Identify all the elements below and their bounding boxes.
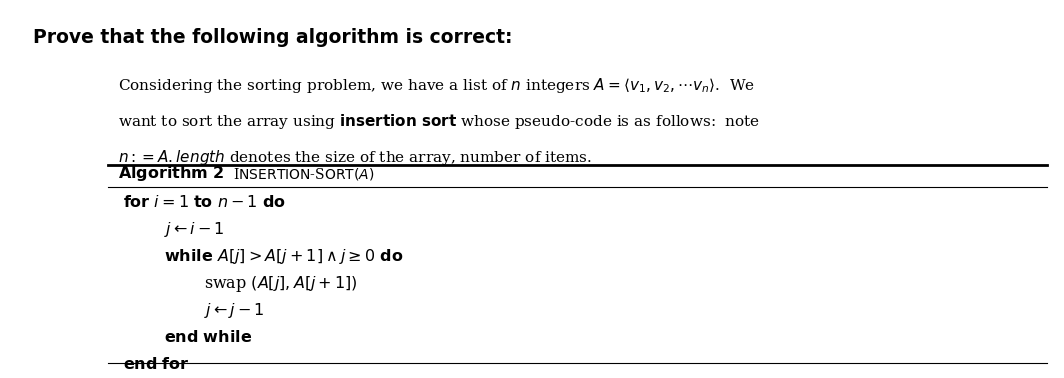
Text: Considering the sorting problem, we have a list of $n$ integers $A = \langle v_1: Considering the sorting problem, we have…: [118, 76, 755, 95]
Text: $\mathbf{while}$ $A[j] > A[j+1] \wedge j \geq 0$ $\mathbf{do}$: $\mathbf{while}$ $A[j] > A[j+1] \wedge j…: [164, 248, 403, 266]
Text: swap $(A[j], A[j+1])$: swap $(A[j], A[j+1])$: [204, 274, 358, 294]
Text: $\mathbf{Algorithm\ 2}$: $\mathbf{Algorithm\ 2}$: [118, 164, 225, 183]
Text: Prove that the following algorithm is correct:: Prove that the following algorithm is co…: [33, 28, 513, 46]
Text: $j \leftarrow i - 1$: $j \leftarrow i - 1$: [164, 220, 225, 239]
Text: want to sort the array using $\mathbf{insertion\ sort}$ whose pseudo-code is as : want to sort the array using $\mathbf{in…: [118, 112, 761, 131]
Text: $j \leftarrow j - 1$: $j \leftarrow j - 1$: [204, 301, 265, 321]
Text: I$\mathrm{NSERTION}$-S$\mathrm{ORT}$$(A)$: I$\mathrm{NSERTION}$-S$\mathrm{ORT}$$(A)…: [233, 166, 375, 182]
Text: $\mathbf{for}$ $i = 1$ $\mathbf{to}$ $n - 1$ $\mathbf{do}$: $\mathbf{for}$ $i = 1$ $\mathbf{to}$ $n …: [123, 194, 286, 211]
Text: $n := A.\mathit{length}$ denotes the size of the array, number of items.: $n := A.\mathit{length}$ denotes the siz…: [118, 148, 593, 167]
Text: $\mathbf{end\ for}$: $\mathbf{end\ for}$: [123, 356, 190, 373]
Text: $\mathbf{end\ while}$: $\mathbf{end\ while}$: [164, 330, 252, 347]
